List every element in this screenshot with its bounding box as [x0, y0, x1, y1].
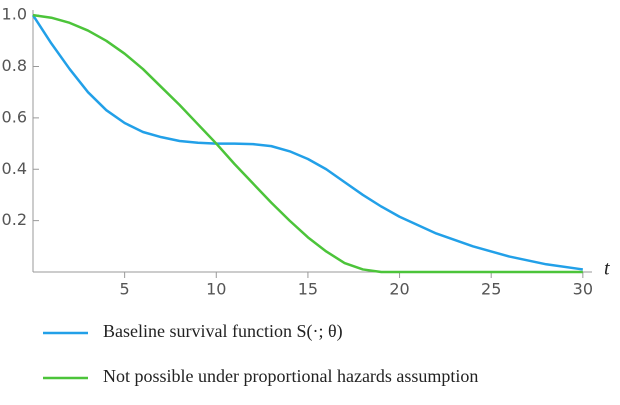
- x-tick-label: 5: [120, 280, 130, 299]
- y-tick-label: 0.8: [2, 56, 27, 75]
- y-tick-label: 1.0: [2, 5, 27, 24]
- x-tick-label: 15: [298, 280, 318, 299]
- line-series: [31, 14, 584, 271]
- legend-label: Baseline survival function S(·; θ): [103, 321, 343, 342]
- line-series: [32, 13, 583, 274]
- x-tick-label: 10: [206, 280, 226, 299]
- y-tick-label: 0.2: [2, 210, 27, 229]
- x-axis-label: t: [604, 258, 610, 280]
- x-tick-label: 25: [481, 280, 501, 299]
- y-tick-label: 0.6: [2, 107, 27, 126]
- x-tick-label: 30: [573, 280, 593, 299]
- legend-label: Not possible under proportional hazards …: [103, 366, 478, 386]
- x-tick-label: 20: [389, 280, 409, 299]
- y-tick-label: 0.4: [2, 159, 27, 178]
